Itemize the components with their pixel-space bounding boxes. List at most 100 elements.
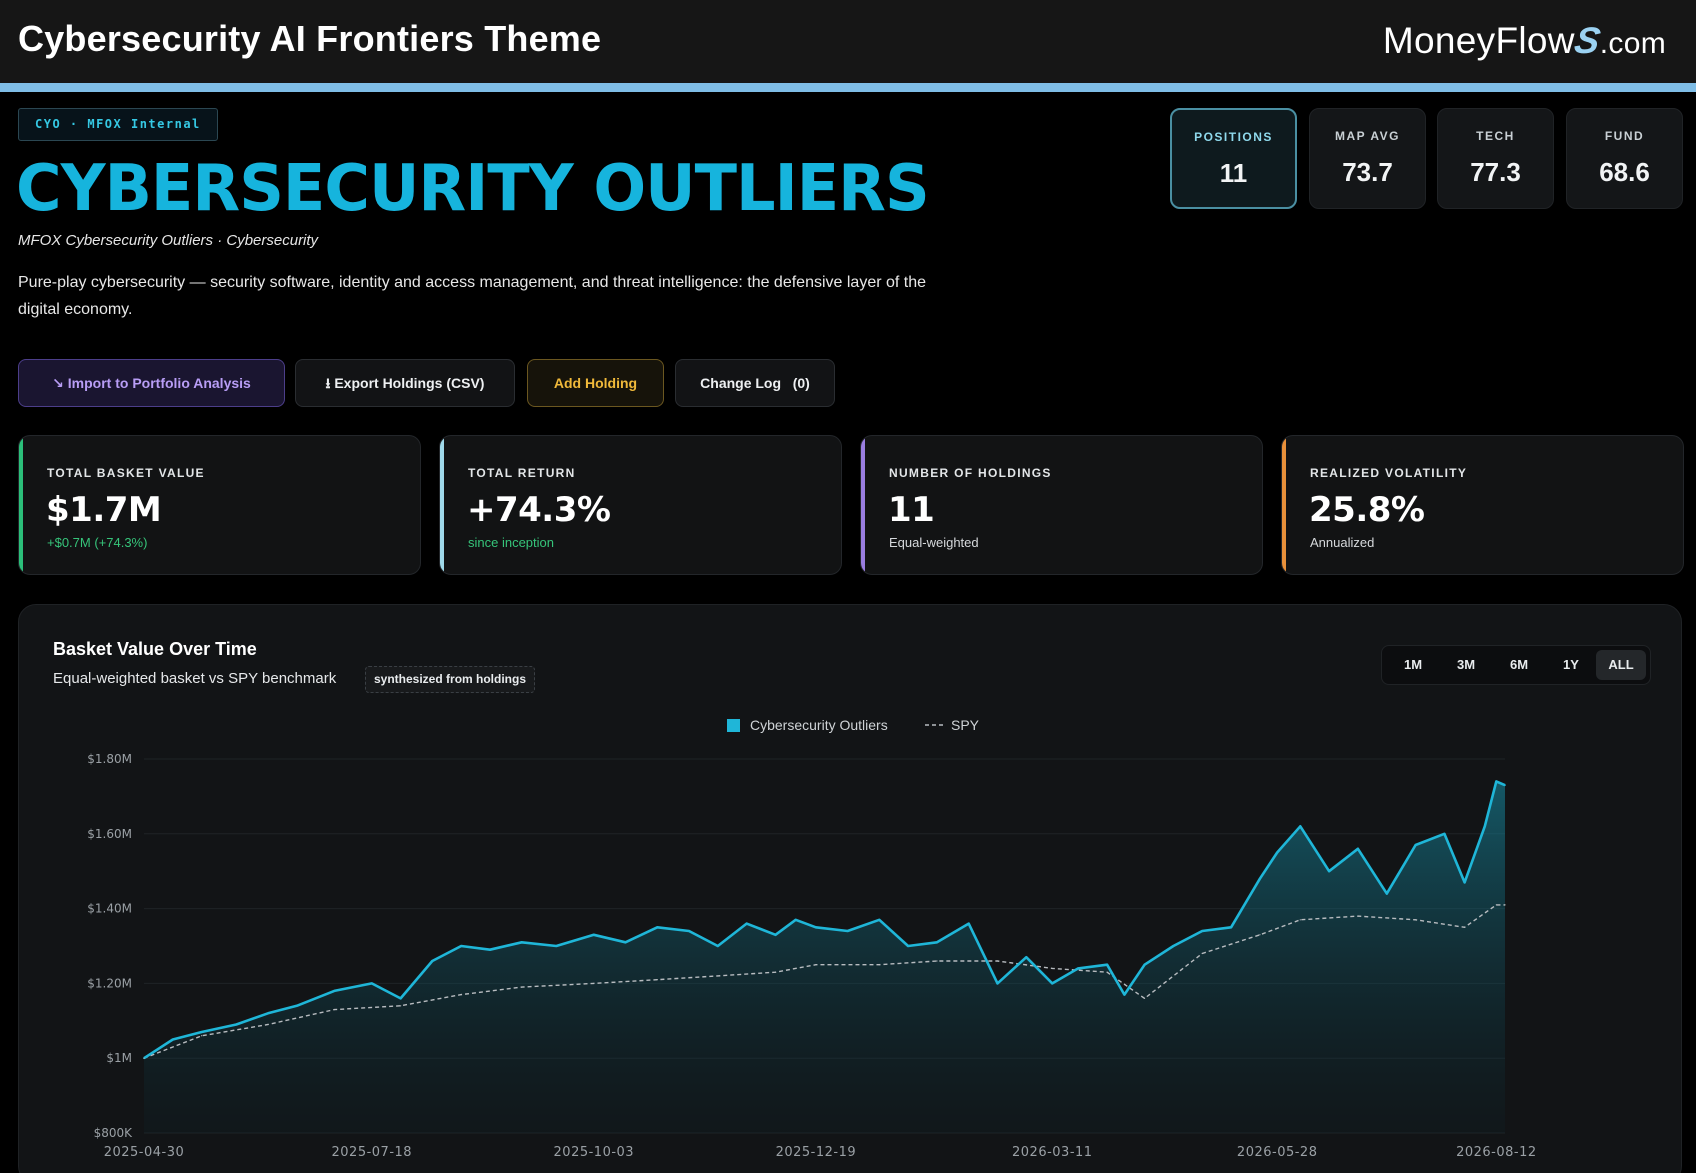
stat-chip-value: 73.7 [1342,157,1393,187]
kpi-label: TOTAL RETURN [468,466,576,480]
y-tick-label: $800K [94,1126,134,1140]
kpi-total-basket-value: TOTAL BASKET VALUE $1.7M +$0.7M (+74.3%) [18,435,421,575]
basket-point [967,922,970,925]
change-log-button[interactable]: Change Log (0) [675,359,835,407]
spy-point [460,994,462,996]
page-description: Pure-play cybersecurity — security softw… [18,274,927,318]
stat-chip-tech[interactable]: TECH 77.3 [1437,108,1554,209]
basket-point [1443,833,1446,835]
range-button-6m[interactable]: 6M [1509,657,1529,672]
spy-line [143,904,1505,1059]
basket-point [1299,825,1302,828]
basket-point [593,933,595,936]
basket-point [815,926,817,929]
chart-title: Basket Value Over Time [53,639,257,659]
basket-point [200,1031,203,1033]
basket-point [1077,967,1080,970]
kpi-note: since inception [468,535,554,550]
range-button-1y[interactable]: 1Y [1563,657,1579,672]
basket-point [1025,956,1028,959]
app-header: Cybersecurity AI Frontiers Theme MoneyFl… [0,0,1696,83]
basket-point [370,982,373,985]
stat-chip-label: POSITIONS [1194,130,1273,144]
chart-panel: Basket Value Over Time Equal-weighted ba… [18,604,1682,1173]
basket-point [460,945,462,947]
y-tick-label: $1.20M [87,976,132,990]
kpi-value: $1.7M [46,490,162,530]
basket-point [1051,982,1054,985]
spy-point [1495,904,1497,906]
basket-point [774,933,777,936]
basket-line [143,780,1506,1060]
x-tick-label: 2025-12-19 [776,1145,857,1160]
kpi-accent-bar [1282,436,1286,574]
spy-point [1504,904,1506,906]
basket-point [1385,892,1388,895]
spy-point [936,960,938,962]
basket-point [1414,844,1417,846]
range-button-3m[interactable]: 3M [1456,657,1476,672]
kpi-total-return: TOTAL RETURN +74.3% since inception [439,435,842,575]
legend-swatch-basket [727,719,740,732]
stat-chip-value: 11 [1219,158,1248,188]
basket-point [555,945,558,947]
spy-point [1143,997,1146,999]
spy-point [996,960,999,962]
spy-point [815,964,817,966]
basket-point [1463,881,1466,884]
spy-point [878,964,880,966]
basket-point [1201,930,1204,932]
basket-point [520,941,523,944]
range-button-1m[interactable]: 1M [1403,657,1423,672]
stat-chip-map-avg[interactable]: MAP AVG 73.7 [1309,108,1426,209]
chart-subtitle: Equal-weighted basket vs SPY benchmark [53,670,337,687]
export-holdings-button[interactable]: ⭳ Export Holdings (CSV) [295,359,515,407]
basket-point [1484,825,1486,828]
basket-point [794,919,797,921]
add-holding-button[interactable]: Add Holding [527,359,664,407]
basket-point [1123,993,1126,996]
basket-point [172,1038,174,1041]
kpi-realized-volatility: REALIZED VOLATILITY 25.8% Annualized [1281,435,1684,575]
stat-chip-label: MAP AVG [1335,129,1400,143]
range-selector: 1M 3M 6M 1Y ALL [1381,645,1651,685]
basket-point [996,982,999,985]
basket-point [907,945,909,947]
basket-point [296,1005,298,1007]
basket-point [1504,784,1506,786]
range-button-all[interactable]: ALL [1596,650,1646,680]
legend-label-spy: SPY [951,717,980,733]
page-subtitle: MFOX Cybersecurity Outliers · Cybersecur… [18,232,319,249]
y-tick-label: $1.40M [87,902,132,916]
kpi-label: NUMBER OF HOLDINGS [889,466,1052,480]
basket-value-chart[interactable]: $800K $1M $1.20M $1.40M $1.60M $1.80M 2025-04-… [19,605,1683,1173]
basket-point [1259,877,1261,880]
kpi-accent-bar [19,436,23,574]
import-portfolio-button[interactable]: ↘ Import to Portfolio Analysis [18,359,285,407]
stat-chip-positions[interactable]: POSITIONS 11 [1170,108,1297,209]
stat-chip-label: FUND [1604,129,1645,143]
synthesized-badge: synthesized from holdings [365,666,536,693]
spy-point [333,1008,335,1011]
x-tick-label: 2025-07-18 [332,1145,413,1160]
spy-point [717,975,719,977]
basket-point [489,948,491,951]
basket-point [624,941,627,944]
stat-chip-fund[interactable]: FUND 68.6 [1566,108,1683,209]
basket-point [431,960,434,962]
header-accent-bar [0,83,1696,92]
spy-point [774,971,777,973]
brand-logo[interactable]: MoneyFlowS.com [1383,20,1666,62]
spy-point [1357,915,1359,917]
basket-point [717,945,719,947]
basket-point [878,919,881,921]
spy-point [1106,971,1108,973]
kpi-note: +$0.7M (+74.3%) [47,535,148,550]
basket-point [267,1012,269,1015]
basket-point [1276,851,1279,854]
stat-chip-value: 77.3 [1470,157,1521,187]
basket-point [1143,963,1146,966]
basket-point [399,997,402,1000]
spy-point [593,982,595,984]
y-tick-label: $1.60M [87,827,132,841]
